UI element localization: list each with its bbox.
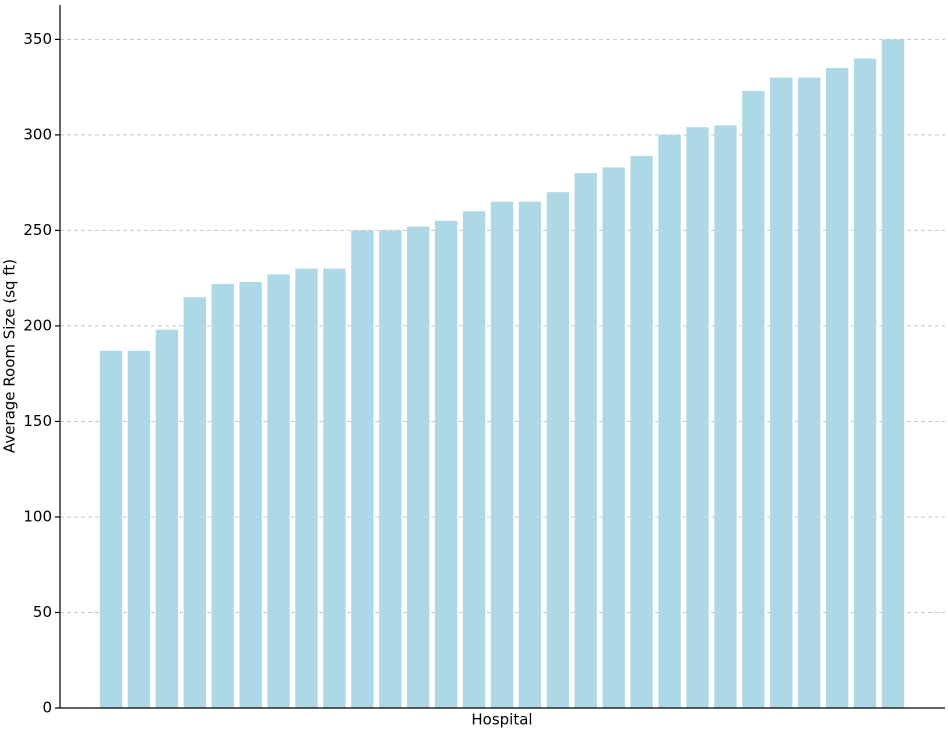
bar (742, 90, 765, 709)
bar (881, 39, 905, 709)
bar (574, 173, 597, 708)
y-tick-label: 150 (23, 412, 52, 430)
bar (379, 230, 402, 709)
y-tick-label: 300 (23, 125, 52, 143)
bar (825, 68, 849, 708)
bar (798, 77, 821, 708)
bar (183, 297, 206, 708)
bar (714, 125, 737, 709)
bar (99, 350, 123, 708)
bar (127, 350, 151, 708)
x-axis-label: Hospital (471, 711, 532, 729)
bar (686, 127, 709, 709)
y-tick-label: 0 (42, 699, 52, 717)
y-tick-label: 50 (33, 603, 52, 621)
bar (462, 211, 486, 708)
bar (351, 230, 374, 709)
bar (323, 268, 346, 708)
bar (239, 281, 262, 708)
bar (602, 167, 625, 709)
y-tick-label: 100 (23, 507, 52, 525)
bar (630, 155, 653, 708)
bar (853, 58, 877, 708)
bar (658, 134, 681, 709)
bar (770, 77, 793, 708)
y-axis-label: Average Room Size (sq ft) (1, 259, 19, 453)
bar (267, 274, 290, 708)
bar (295, 268, 318, 708)
y-tick-label: 250 (23, 221, 52, 239)
bar (434, 220, 458, 708)
y-tick-label: 200 (23, 316, 52, 334)
bar (407, 226, 430, 708)
bar (155, 329, 179, 708)
bar (490, 201, 514, 708)
bar (518, 201, 542, 708)
bar (546, 192, 570, 708)
bar (211, 283, 234, 708)
y-tick-label: 350 (23, 30, 52, 48)
